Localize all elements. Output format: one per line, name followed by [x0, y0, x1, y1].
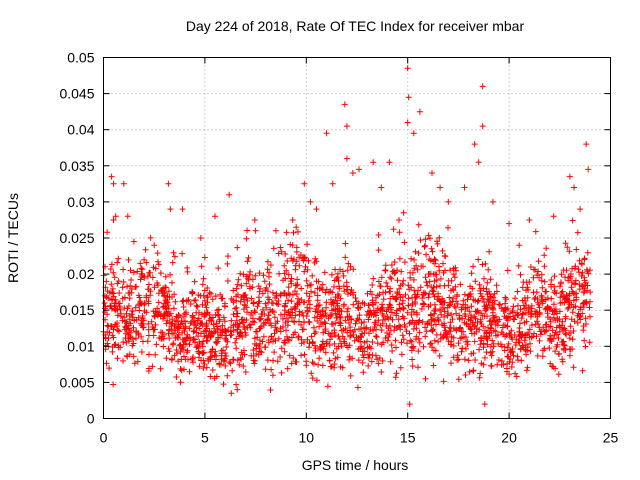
y-tick-label: 0	[87, 411, 95, 427]
x-axis-label: GPS time / hours	[302, 457, 409, 473]
x-tick-label: 5	[201, 430, 209, 446]
y-tick-label: 0.03	[67, 194, 94, 210]
x-axis-tick-labels: 0 5 10 15 20 25	[100, 430, 619, 446]
y-axis-tick-labels: 0 0.005 0.01 0.015 0.02 0.025 0.03 0.035 0.04 0.0…	[59, 50, 94, 427]
y-tick-label: 0.01	[67, 338, 94, 354]
y-tick-label: 0.04	[67, 122, 94, 138]
y-tick-label: 0.05	[67, 50, 94, 66]
x-tick-label: 25	[603, 430, 619, 446]
x-tick-label: 20	[501, 430, 517, 446]
x-tick-label: 15	[400, 430, 416, 446]
data-point-markers	[100, 65, 594, 408]
y-tick-label: 0.005	[59, 374, 94, 390]
axis-ticks	[103, 57, 611, 419]
x-tick-label: 10	[299, 430, 315, 446]
data-points	[100, 65, 594, 408]
chart-title: Day 224 of 2018, Rate Of TEC Index for r…	[186, 18, 525, 34]
y-tick-label: 0.045	[59, 86, 94, 102]
y-tick-label: 0.02	[67, 266, 94, 282]
y-tick-label: 0.015	[59, 302, 94, 318]
grid-lines	[103, 57, 611, 419]
y-tick-label: 0.025	[59, 230, 94, 246]
y-axis-label: ROTI / TECUs	[5, 193, 21, 283]
x-tick-label: 0	[100, 430, 108, 446]
y-tick-label: 0.035	[59, 158, 94, 174]
